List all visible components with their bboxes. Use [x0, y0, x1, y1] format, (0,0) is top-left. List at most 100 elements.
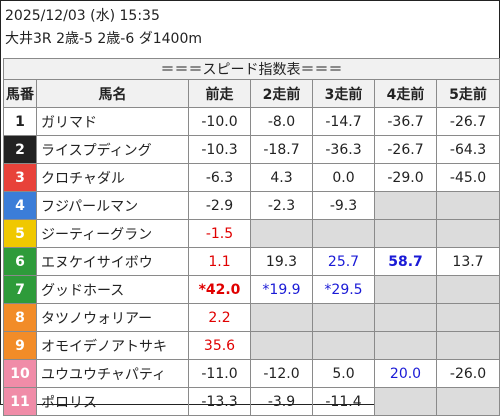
- speed-index-cell: 35.6: [188, 331, 251, 360]
- table-row: 2 ライスプディング -10.3 -18.7 -36.3 -26.7 -64.3: [3, 135, 501, 164]
- horse-name-cell: ライスプディング: [36, 135, 189, 164]
- horse-number-cell: 2: [3, 135, 37, 164]
- horse-number-cell: 11: [3, 387, 37, 416]
- speed-index-cell: -45.0: [435, 163, 501, 192]
- speed-index-cell: [312, 303, 375, 332]
- speed-index-cell: [250, 331, 313, 360]
- speed-index-cell: -11.4: [312, 387, 375, 416]
- speed-index-cell: [250, 303, 313, 332]
- speed-index-cell: *19.9: [250, 275, 313, 304]
- table-row: 5 ジーティーグラン -1.5: [3, 219, 501, 248]
- speed-index-cell: -11.0: [188, 359, 251, 388]
- speed-index-cell: -64.3: [435, 135, 501, 164]
- speed-index-cell: 13.7: [435, 247, 501, 276]
- speed-index-cell: 25.7: [312, 247, 375, 276]
- speed-index-cell: [435, 303, 501, 332]
- speed-index-cell: [435, 387, 501, 416]
- speed-index-cell: -12.0: [250, 359, 313, 388]
- speed-index-cell: 19.3: [250, 247, 313, 276]
- speed-index-cell: 2.2: [188, 303, 251, 332]
- speed-index-cell: 58.7: [374, 247, 437, 276]
- speed-index-cell: 1.1: [188, 247, 251, 276]
- column-header-4-races-ago: 4走前: [374, 79, 437, 108]
- speed-index-cell: [312, 331, 375, 360]
- horse-number-cell: 7: [3, 275, 37, 304]
- horse-number-cell: 6: [3, 247, 37, 276]
- speed-index-cell: -9.3: [312, 191, 375, 220]
- table-row: 7 グッドホース *42.0 *19.9 *29.5: [3, 275, 501, 304]
- horse-name-cell: クロチャダル: [36, 163, 189, 192]
- horse-number-cell: 5: [3, 219, 37, 248]
- speed-index-cell: [312, 219, 375, 248]
- speed-index-cell: [374, 191, 437, 220]
- horse-name-cell: ガリマド: [36, 107, 189, 136]
- race-info: 大井3R 2歳-5 2歳-6 ダ1400m: [5, 31, 202, 47]
- speed-index-cell: -36.3: [312, 135, 375, 164]
- table-row: 10 ユウユウチャパティ -11.0 -12.0 5.0 20.0 -26.0: [3, 359, 501, 388]
- horse-name-cell: ジーティーグラン: [36, 219, 189, 248]
- horse-number-cell: 1: [3, 107, 37, 136]
- horse-number-cell: 3: [3, 163, 37, 192]
- table-row: 11 ポロリス -13.3 -3.9 -11.4: [3, 387, 501, 416]
- horse-number-cell: 9: [3, 331, 37, 360]
- speed-index-cell: -10.0: [188, 107, 251, 136]
- column-header-5-races-ago: 5走前: [435, 79, 501, 108]
- speed-index-cell: -14.7: [312, 107, 375, 136]
- race-datetime: 2025/12/03 (水) 15:35: [5, 8, 160, 24]
- table-row: 1 ガリマド -10.0 -8.0 -14.7 -36.7 -26.7: [3, 107, 501, 136]
- speed-index-cell: 20.0: [374, 359, 437, 388]
- speed-index-cell: 4.3: [250, 163, 313, 192]
- speed-index-cell: -26.0: [435, 359, 501, 388]
- speed-index-cell: [435, 275, 501, 304]
- table-row: 4 フジパールマン -2.9 -2.3 -9.3: [3, 191, 501, 220]
- speed-index-cell: [374, 387, 437, 416]
- speed-index-cell: [435, 191, 501, 220]
- speed-index-cell: -2.3: [250, 191, 313, 220]
- speed-index-cell: [374, 331, 437, 360]
- horse-name-cell: ポロリス: [36, 387, 189, 416]
- speed-index-cell: -2.9: [188, 191, 251, 220]
- column-header-3-races-ago: 3走前: [312, 79, 375, 108]
- speed-index-cell: -6.3: [188, 163, 251, 192]
- table-row: 9 オモイデノアトサキ 35.6: [3, 331, 501, 360]
- column-header-last-race: 前走: [188, 79, 251, 108]
- horse-number-cell: 8: [3, 303, 37, 332]
- table-title: ＝＝＝スピード指数表＝＝＝: [2, 58, 501, 80]
- speed-index-cell: [374, 219, 437, 248]
- speed-index-cell: *42.0: [188, 275, 251, 304]
- speed-index-cell: [374, 303, 437, 332]
- speed-index-cell: [435, 219, 501, 248]
- speed-index-cell: *29.5: [312, 275, 375, 304]
- speed-index-cell: -8.0: [250, 107, 313, 136]
- speed-index-cell: -36.7: [374, 107, 437, 136]
- horse-name-cell: タツノウォリアー: [36, 303, 189, 332]
- speed-index-cell: -18.7: [250, 135, 313, 164]
- table-row: 8 タツノウォリアー 2.2: [3, 303, 501, 332]
- speed-index-cell: -26.7: [435, 107, 501, 136]
- table-row: 3 クロチャダル -6.3 4.3 0.0 -29.0 -45.0: [3, 163, 501, 192]
- horse-name-cell: エヌケイサイボウ: [36, 247, 189, 276]
- column-header-horse-number: 馬番: [3, 79, 37, 108]
- speed-index-cell: -3.9: [250, 387, 313, 416]
- speed-index-cell: 0.0: [312, 163, 375, 192]
- speed-index-cell: 5.0: [312, 359, 375, 388]
- speed-index-table: ＝＝＝スピード指数表＝＝＝ 馬番 馬名 前走 2走前 3走前 4走前 5走前 1…: [2, 58, 501, 416]
- horse-number-cell: 10: [3, 359, 37, 388]
- horse-name-cell: フジパールマン: [36, 191, 189, 220]
- speed-index-cell: -13.3: [188, 387, 251, 416]
- speed-index-cell: -26.7: [374, 135, 437, 164]
- horse-name-cell: グッドホース: [36, 275, 189, 304]
- speed-index-cell: -1.5: [188, 219, 251, 248]
- speed-index-cell: -10.3: [188, 135, 251, 164]
- speed-index-cell: [374, 275, 437, 304]
- horse-name-cell: ユウユウチャパティ: [36, 359, 189, 388]
- speed-index-cell: [250, 219, 313, 248]
- horse-name-cell: オモイデノアトサキ: [36, 331, 189, 360]
- table-row: 6 エヌケイサイボウ 1.1 19.3 25.7 58.7 13.7: [3, 247, 501, 276]
- speed-index-cell: -29.0: [374, 163, 437, 192]
- speed-index-cell: [435, 331, 501, 360]
- column-header-horse-name: 馬名: [36, 79, 189, 108]
- horse-number-cell: 4: [3, 191, 37, 220]
- column-header-2-races-ago: 2走前: [250, 79, 313, 108]
